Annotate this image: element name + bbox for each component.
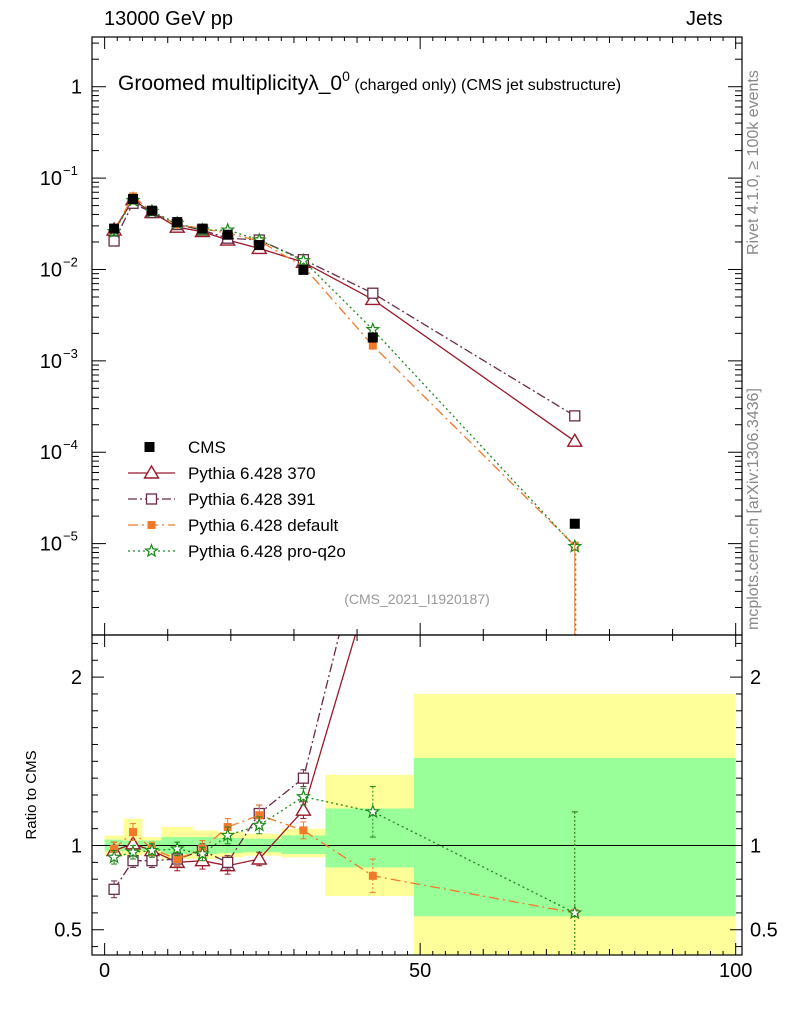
legend-series-marker [143, 464, 160, 479]
ratio-series-point [173, 855, 182, 863]
ratio-series-line [113, 635, 340, 890]
legend-series-marker [143, 543, 160, 558]
mcplots-reference-label: mcplots.cern.ch [arXiv:1306.3436] [745, 388, 762, 630]
y-tick-exponent: −4 [63, 437, 78, 452]
uncertainty-band-green [325, 808, 414, 868]
ratio-y-axis-label: Ratio to CMS [23, 750, 40, 839]
legend-series-marker [145, 493, 158, 505]
legend-series-label: Pythia 6.428 pro-q2o [188, 542, 346, 561]
main-series-point [365, 321, 381, 337]
data-point [172, 217, 183, 228]
legend-data-label: CMS [188, 438, 226, 457]
ratio-y-tick-label: 1 [71, 836, 82, 858]
ratio-series-point [106, 849, 122, 864]
ratio-series-point [368, 871, 377, 880]
title-main: Groomed multiplicity [118, 72, 309, 95]
data-point [367, 332, 378, 343]
ratio-series-point [108, 883, 120, 895]
legend-series-marker [147, 521, 156, 529]
main-series-line [113, 199, 576, 547]
uncertainty-band-green [281, 835, 326, 854]
data-point [197, 223, 208, 234]
y-tick-exponent: −2 [63, 254, 78, 269]
main-series-line [113, 198, 576, 442]
y-tick-label: 10 [40, 534, 62, 556]
ratio-y-tick-label-right: 1 [750, 836, 761, 858]
ratio-series-line [113, 814, 575, 914]
data-point [109, 223, 120, 234]
main-series-point [566, 432, 583, 447]
category-label: Jets [686, 8, 723, 30]
y-tick-label: 10 [40, 259, 62, 281]
ratio-series-point [222, 856, 234, 869]
ratio-series-point [366, 569, 380, 581]
title-lambda: λ_0 [308, 72, 342, 95]
ratio-series-point [299, 826, 308, 835]
main-series-line [113, 202, 576, 417]
main-series-point [295, 252, 311, 267]
ratio-series-point [295, 801, 312, 816]
data-point [146, 205, 157, 216]
legend-series-label: Pythia 6.428 391 [188, 490, 316, 509]
y-tick-label: 10 [40, 168, 62, 190]
main-series-line [113, 195, 576, 547]
data-point [128, 194, 139, 205]
ratio-series-point [567, 905, 583, 920]
y-tick-exponent: −5 [63, 529, 78, 544]
ratio-series-point [251, 850, 268, 865]
data-point [569, 518, 580, 529]
energy-label: 13000 GeV pp [104, 8, 233, 30]
x-tick-label: 100 [719, 960, 752, 982]
main-series-point [569, 410, 581, 422]
ratio-series-point [368, 495, 378, 505]
y-tick-exponent: −1 [63, 163, 78, 178]
ratio-series-point [255, 811, 264, 820]
legend-data-marker [144, 442, 155, 452]
data-point [254, 240, 265, 251]
y-tick-label: 1 [71, 77, 82, 99]
x-tick-label: 50 [409, 960, 431, 982]
main-series [105, 191, 583, 635]
ratio-y-tick-label: 0.5 [54, 920, 82, 942]
ratio-series-point [251, 817, 267, 832]
analysis-id-label: (CMS_2021_I1920187) [344, 591, 490, 607]
data-point [298, 264, 309, 275]
ratio-series-point [194, 846, 210, 861]
ratio-y-tick-label: 2 [71, 667, 82, 689]
ratio-series-point [125, 844, 141, 859]
ratio-series-point [169, 840, 185, 856]
ratio-series-point [295, 788, 311, 804]
ratio-series-point [129, 828, 138, 837]
main-series-point [367, 287, 379, 299]
main-series-point [368, 341, 377, 350]
ratio-series-point [220, 827, 236, 842]
main-series-point [108, 235, 120, 247]
ratio-series-point [297, 772, 310, 784]
data-point [222, 229, 233, 240]
ratio-series [105, 495, 583, 955]
ratio-series-line [113, 796, 576, 914]
y-tick-label: 10 [40, 442, 62, 464]
ratio-bands [104, 693, 736, 955]
rivet-version-label: Rivet 4.1.0, ≥ 100k events [745, 70, 762, 255]
x-tick-label: 0 [99, 960, 110, 982]
legend-series-label: Pythia 6.428 default [188, 516, 339, 535]
ratio-y-tick-label-right: 0.5 [750, 920, 778, 942]
title-superscript: 0 [342, 68, 350, 84]
ratio-series-point [144, 842, 160, 858]
ratio-series-point [110, 844, 119, 853]
ratio-series-line [113, 635, 357, 867]
legend-series-label: Pythia 6.428 370 [188, 464, 316, 483]
ratio-series-point [365, 803, 381, 819]
y-tick-exponent: −3 [63, 346, 78, 361]
ratio-y-tick-label-right: 2 [750, 667, 761, 689]
chart-title: Groomed multiplicityλ_00 (charged only) … [118, 68, 621, 95]
title-rest: (charged only) (CMS jet substructure) [350, 77, 621, 94]
y-tick-label: 10 [40, 351, 62, 373]
